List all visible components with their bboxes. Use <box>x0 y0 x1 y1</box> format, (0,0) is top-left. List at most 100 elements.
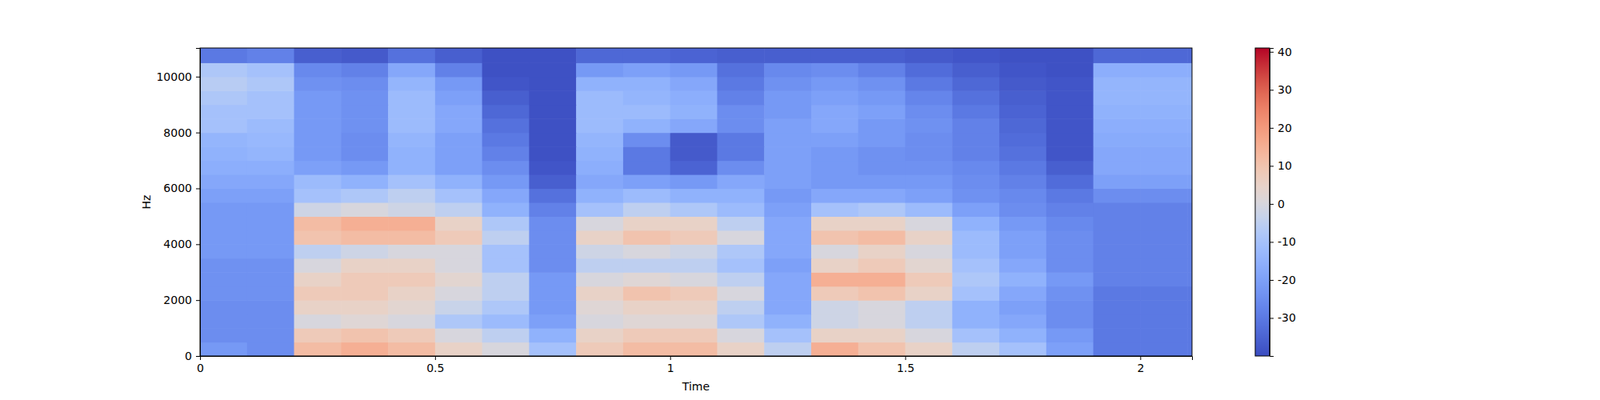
cell <box>670 188 718 203</box>
cell <box>952 48 1000 64</box>
cell <box>528 230 576 245</box>
cell <box>623 314 671 329</box>
cell <box>340 230 388 245</box>
cell <box>200 174 248 189</box>
tick-label: 1.5 <box>896 361 915 375</box>
cell <box>1140 286 1188 301</box>
tick-label: 0 <box>1277 197 1285 211</box>
cell <box>388 188 436 203</box>
tick-label: 0.5 <box>426 361 444 375</box>
cell <box>905 328 953 343</box>
tick-label: 8000 <box>163 126 192 140</box>
cell <box>340 314 388 329</box>
cell <box>247 342 295 356</box>
cell <box>670 118 718 133</box>
cell <box>905 272 953 287</box>
cell <box>200 216 248 231</box>
cell <box>1046 202 1094 217</box>
cell <box>811 272 859 287</box>
cell <box>435 118 483 133</box>
cell <box>670 48 718 64</box>
cell <box>716 48 764 64</box>
axis-line <box>1270 48 1275 357</box>
cell <box>1046 230 1094 245</box>
cell <box>858 314 906 329</box>
tick-mark <box>1269 204 1274 205</box>
cell <box>716 146 764 161</box>
cell <box>1046 300 1094 315</box>
cell <box>623 160 671 176</box>
cell <box>576 202 624 217</box>
cell <box>905 174 953 189</box>
cell <box>905 258 953 273</box>
cell <box>1187 104 1192 120</box>
cell <box>999 272 1047 287</box>
cell <box>905 118 953 133</box>
tick: 10 <box>1269 159 1292 172</box>
tick: 0 <box>1269 197 1285 211</box>
cell <box>952 342 1000 356</box>
cell <box>716 160 764 176</box>
cell <box>1093 258 1141 273</box>
cell <box>999 62 1047 77</box>
axis-line <box>196 48 201 357</box>
cell <box>482 146 530 161</box>
cell <box>905 146 953 161</box>
cell <box>576 300 624 315</box>
cell <box>716 62 764 77</box>
cell <box>670 216 718 231</box>
cell <box>1140 146 1188 161</box>
cell <box>905 216 953 231</box>
cell <box>905 202 953 217</box>
cell <box>1046 286 1094 301</box>
cell <box>1140 328 1188 343</box>
cell <box>435 328 483 343</box>
cell <box>1093 48 1141 64</box>
cell <box>858 202 906 217</box>
cell <box>1187 342 1192 356</box>
cell <box>482 118 530 133</box>
cell <box>294 244 342 259</box>
cell <box>1046 244 1094 259</box>
cell <box>999 244 1047 259</box>
cell <box>388 62 436 77</box>
cell <box>200 48 248 64</box>
cell <box>858 342 906 356</box>
cell <box>1093 244 1141 259</box>
cell <box>388 146 436 161</box>
cell <box>999 104 1047 120</box>
cell <box>247 202 295 217</box>
tick-mark <box>670 356 672 360</box>
cell <box>716 216 764 231</box>
cell <box>811 314 859 329</box>
cell <box>764 286 812 301</box>
cell <box>528 146 576 161</box>
cell <box>200 132 248 148</box>
cell <box>340 90 388 105</box>
cell <box>247 90 295 105</box>
cell <box>858 104 906 120</box>
cell <box>576 90 624 105</box>
tick: 1 <box>667 356 675 375</box>
cell <box>482 314 530 329</box>
tick: 2000 <box>163 293 200 307</box>
cell <box>764 132 812 148</box>
cell <box>811 342 859 356</box>
cell <box>811 286 859 301</box>
cell <box>247 104 295 120</box>
cell <box>200 300 248 315</box>
cell <box>388 300 436 315</box>
cell <box>528 118 576 133</box>
cell <box>670 76 718 92</box>
cell <box>294 174 342 189</box>
cell <box>1093 160 1141 176</box>
cell <box>1187 174 1192 189</box>
cell <box>1093 272 1141 287</box>
cell <box>528 244 576 259</box>
cell <box>576 258 624 273</box>
cell <box>528 258 576 273</box>
cell <box>999 118 1047 133</box>
cell <box>482 90 530 105</box>
cell <box>1046 118 1094 133</box>
cell <box>764 216 812 231</box>
